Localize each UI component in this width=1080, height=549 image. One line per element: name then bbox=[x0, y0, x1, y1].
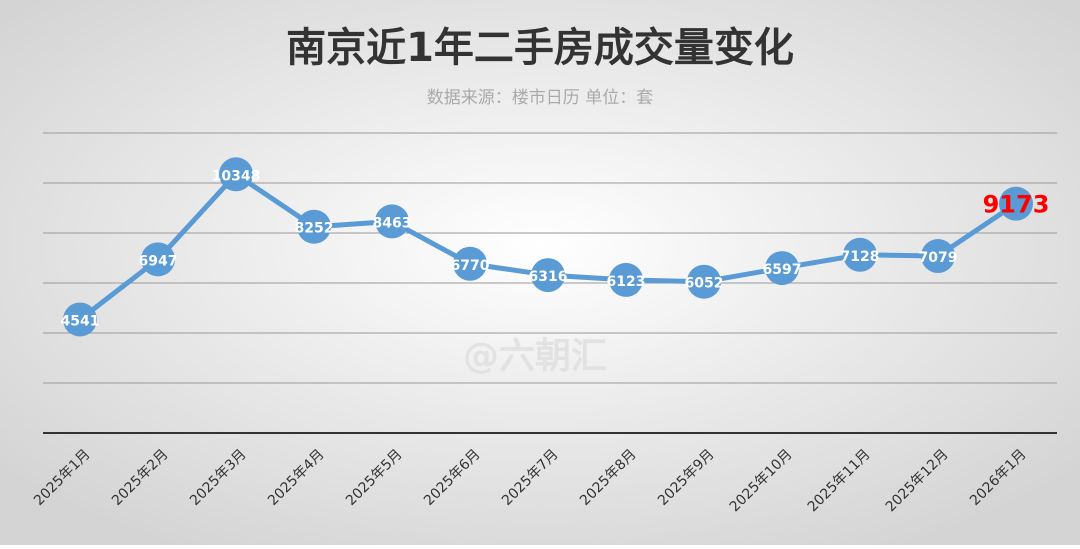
data-label: 8463 bbox=[373, 215, 412, 231]
marker bbox=[141, 242, 175, 277]
marker bbox=[765, 251, 799, 286]
data-label: 9173 bbox=[983, 191, 1050, 219]
data-label: 6770 bbox=[451, 258, 490, 274]
marker bbox=[999, 186, 1033, 221]
marker bbox=[921, 239, 955, 274]
marker bbox=[375, 204, 409, 239]
data-label: 6316 bbox=[529, 269, 568, 285]
data-label: 7079 bbox=[919, 250, 958, 266]
marker bbox=[63, 302, 97, 337]
data-label: 6052 bbox=[685, 276, 724, 292]
marker bbox=[531, 258, 565, 293]
data-label: 7128 bbox=[841, 249, 880, 265]
marker bbox=[453, 246, 487, 281]
marker bbox=[687, 264, 721, 299]
marker bbox=[297, 209, 331, 244]
marker bbox=[219, 157, 253, 192]
data-label: 6947 bbox=[139, 253, 178, 269]
chart-subtitle: 数据来源：楼市日历 单位：套 bbox=[427, 88, 653, 108]
data-label: 4541 bbox=[61, 313, 100, 329]
data-label: 6123 bbox=[607, 274, 646, 290]
data-label: 10348 bbox=[212, 168, 261, 184]
marker bbox=[843, 237, 877, 272]
data-label: 6597 bbox=[763, 262, 802, 278]
chart-title: 南京近1年二手房成交量变化 bbox=[286, 25, 794, 71]
watermark: @六朝汇 bbox=[463, 336, 607, 377]
data-label: 8252 bbox=[295, 221, 334, 237]
marker bbox=[609, 262, 643, 297]
